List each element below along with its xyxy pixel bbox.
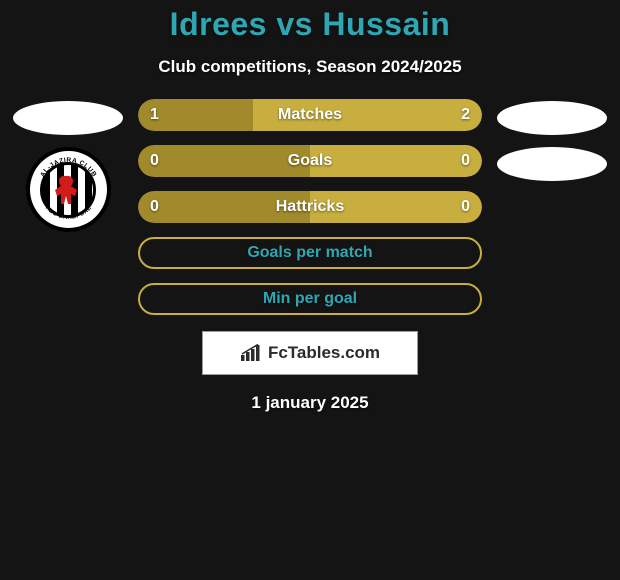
bar-fill-right	[310, 191, 482, 223]
page-subtitle: Club competitions, Season 2024/2025	[8, 57, 612, 77]
right-player-col	[492, 99, 612, 181]
stat-bar: Min per goal	[138, 283, 482, 315]
bar-right-value: 2	[461, 106, 470, 124]
bar-chart-icon	[240, 344, 262, 362]
stat-bars: 12Matches00Goals00HattricksGoals per mat…	[138, 99, 482, 315]
badge-inner-icon	[40, 162, 96, 218]
stat-bar: 12Matches	[138, 99, 482, 131]
bar-right-value: 0	[461, 152, 470, 170]
content-row: AL-JAZIRA CLUB ABU DHABI-UAE 12Matches00…	[8, 99, 612, 315]
bar-label: Min per goal	[140, 290, 480, 308]
bar-left-value: 0	[150, 152, 159, 170]
page-title: Idrees vs Hussain	[8, 6, 612, 43]
stat-bar: 00Hattricks	[138, 191, 482, 223]
footer-date: 1 january 2025	[8, 393, 612, 413]
bar-fill-right	[253, 99, 482, 131]
stat-bar: Goals per match	[138, 237, 482, 269]
stat-bar: 00Goals	[138, 145, 482, 177]
branding-text: FcTables.com	[268, 343, 380, 363]
bar-right-value: 0	[461, 198, 470, 216]
right-club-badge-placeholder	[497, 147, 607, 181]
bar-label: Goals per match	[140, 244, 480, 262]
bar-left-value: 0	[150, 198, 159, 216]
left-club-badge: AL-JAZIRA CLUB ABU DHABI-UAE	[26, 147, 111, 232]
bar-left-value: 1	[150, 106, 159, 124]
right-player-photo-placeholder	[497, 101, 607, 135]
bar-fill-right	[310, 145, 482, 177]
left-player-photo-placeholder	[13, 101, 123, 135]
left-player-col: AL-JAZIRA CLUB ABU DHABI-UAE	[8, 99, 128, 232]
comparison-card: Idrees vs Hussain Club competitions, Sea…	[0, 0, 620, 580]
bar-fill-left	[138, 191, 310, 223]
player-silhouette-icon	[48, 170, 88, 210]
branding-box: FcTables.com	[202, 331, 418, 375]
bar-fill-left	[138, 145, 310, 177]
